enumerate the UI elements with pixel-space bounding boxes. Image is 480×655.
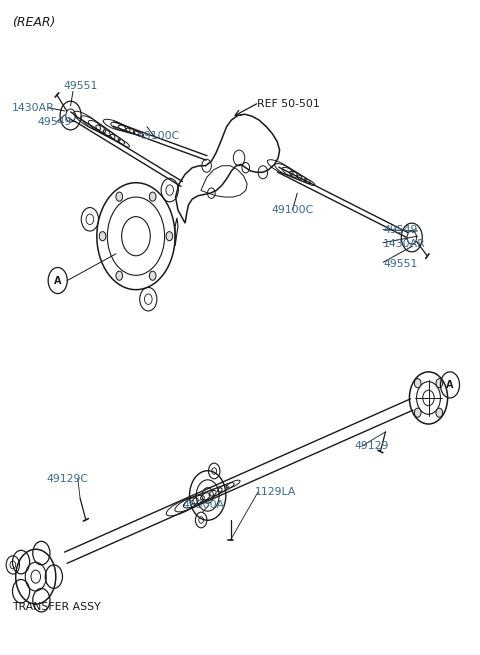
- Circle shape: [149, 271, 156, 280]
- Circle shape: [166, 232, 173, 241]
- Circle shape: [436, 379, 443, 388]
- Text: 49100C: 49100C: [271, 205, 313, 215]
- Text: 49551: 49551: [383, 259, 418, 269]
- Text: 49549: 49549: [37, 117, 72, 127]
- Circle shape: [99, 232, 106, 241]
- Circle shape: [33, 588, 50, 612]
- Text: 1430AR: 1430AR: [12, 103, 55, 113]
- Text: 49129C: 49129C: [47, 474, 89, 484]
- Text: 1430AR: 1430AR: [383, 239, 426, 249]
- Circle shape: [12, 550, 30, 574]
- Text: 49100C: 49100C: [137, 132, 180, 141]
- Text: REF 50-501: REF 50-501: [257, 99, 320, 109]
- Circle shape: [45, 565, 62, 588]
- Circle shape: [149, 192, 156, 201]
- Circle shape: [116, 192, 122, 201]
- Circle shape: [414, 408, 421, 417]
- Text: 1129LA: 1129LA: [254, 487, 296, 497]
- Text: (REAR): (REAR): [12, 16, 55, 29]
- Circle shape: [33, 541, 50, 565]
- Text: TRANSFER ASSY: TRANSFER ASSY: [12, 602, 100, 612]
- Text: 49300A: 49300A: [183, 500, 225, 510]
- Text: 49549: 49549: [383, 225, 418, 234]
- Text: A: A: [446, 380, 454, 390]
- Circle shape: [436, 408, 443, 417]
- Circle shape: [12, 580, 30, 603]
- Circle shape: [116, 271, 122, 280]
- Circle shape: [414, 379, 421, 388]
- Text: 49551: 49551: [63, 81, 98, 91]
- Text: A: A: [54, 276, 61, 286]
- Text: 49129: 49129: [355, 441, 389, 451]
